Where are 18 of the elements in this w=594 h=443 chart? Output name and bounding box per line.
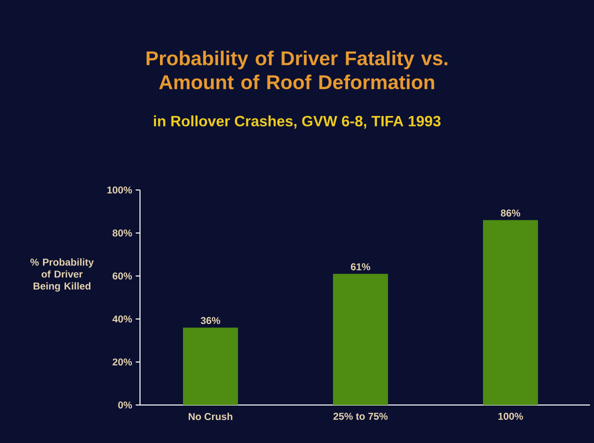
y-tick-label: 80% <box>112 229 132 237</box>
chart-title: Probability of Driver Fatality vs. Amount of Roof Deformation <box>146 50 448 90</box>
y-tick-label: 60% <box>112 272 132 280</box>
x-tick-label: 100% <box>498 412 523 420</box>
y-tick-label: 40% <box>112 315 132 323</box>
x-tick-label: 25% to 75% <box>333 412 388 420</box>
bar <box>483 220 538 405</box>
y-tick-label: 20% <box>112 358 132 366</box>
data-label: 36% <box>200 317 220 324</box>
data-label: 61% <box>350 263 370 270</box>
bar <box>333 274 388 405</box>
y-tick-label: 0% <box>118 401 132 409</box>
data-label: 86% <box>500 210 520 217</box>
y-axis-title: % Probability of Driver Being Killed <box>30 258 94 292</box>
y-tick-label: 100% <box>107 186 132 194</box>
x-tick-label: No Crush <box>188 412 232 420</box>
bar <box>183 328 238 405</box>
chart-subtitle: in Rollover Crashes, GVW 6-8, TIFA 1993 <box>154 115 441 129</box>
